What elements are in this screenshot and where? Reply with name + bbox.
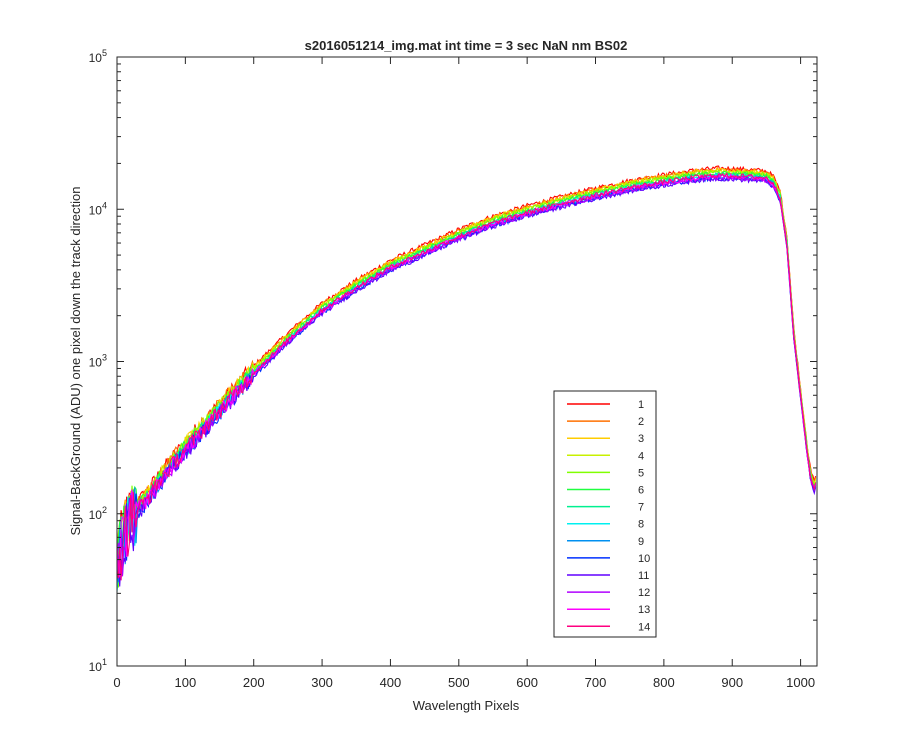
- y-tick-label: 101: [89, 657, 107, 674]
- x-tick-label: 900: [721, 675, 743, 690]
- legend-label-7: 7: [638, 502, 644, 514]
- x-axis-label: Wavelength Pixels: [413, 698, 520, 713]
- legend-label-13: 13: [638, 604, 650, 616]
- y-tick-label: 105: [89, 48, 107, 65]
- plot-area: [117, 57, 817, 666]
- x-tick-label: 500: [448, 675, 470, 690]
- chart-title: s2016051214_img.mat int time = 3 sec NaN…: [305, 38, 628, 53]
- x-tick-label: 800: [653, 675, 675, 690]
- legend-label-2: 2: [638, 416, 644, 428]
- legend-label-14: 14: [638, 621, 650, 633]
- series-layer: [117, 165, 817, 592]
- legend-label-4: 4: [638, 450, 644, 462]
- legend-label-5: 5: [638, 467, 644, 479]
- legend-label-9: 9: [638, 536, 644, 548]
- y-tick-label: 103: [89, 353, 107, 370]
- legend-label-3: 3: [638, 433, 644, 445]
- x-tick-label: 700: [585, 675, 607, 690]
- x-tick-label: 600: [516, 675, 538, 690]
- x-tick-label: 100: [175, 675, 197, 690]
- y-axis-label: Signal-BackGround (ADU) one pixel down t…: [68, 186, 83, 535]
- legend-label-10: 10: [638, 553, 650, 565]
- legend-label-8: 8: [638, 519, 644, 531]
- legend-label-11: 11: [638, 570, 649, 582]
- series-line-14: [117, 172, 817, 581]
- y-tick-label: 104: [89, 200, 107, 217]
- x-tick-label: 400: [380, 675, 402, 690]
- x-tick-label: 200: [243, 675, 265, 690]
- legend-label-12: 12: [638, 587, 650, 599]
- legend-box: [553, 390, 657, 638]
- legend-label-1: 1: [638, 399, 644, 411]
- x-tick-label: 1000: [786, 675, 815, 690]
- x-tick-label: 300: [311, 675, 333, 690]
- series-line-4: [117, 169, 817, 583]
- x-tick-label: 0: [113, 675, 120, 690]
- y-tick-label: 102: [89, 505, 107, 522]
- x-axis-ticks: 0 100 200 300 400 500 600 700 800 900 1000: [113, 57, 815, 690]
- legend-label-6: 6: [638, 485, 644, 497]
